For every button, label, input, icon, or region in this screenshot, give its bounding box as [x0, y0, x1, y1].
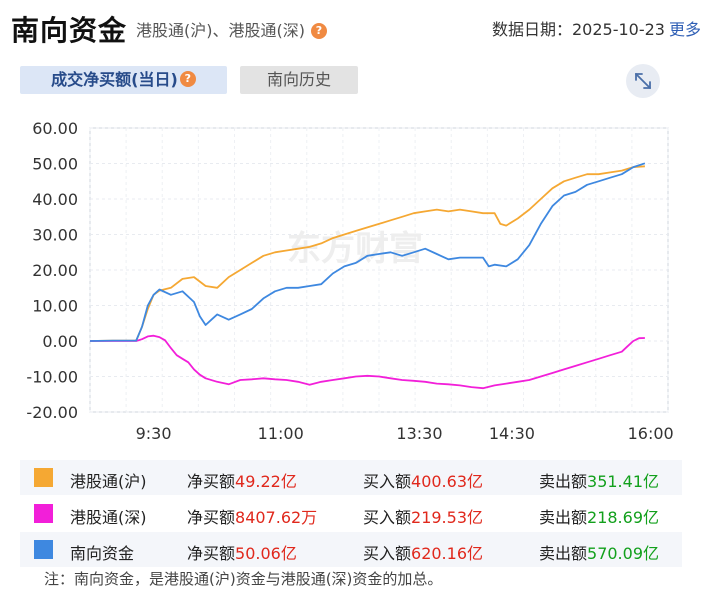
data-date: 数据日期：2025-10-23 — [491, 20, 665, 39]
southbound-flow-chart: 东方财富 60.0050.0040.0030.0020.0010.000.00-… — [26, 119, 674, 443]
more-link[interactable]: 更多 — [668, 20, 701, 39]
buy-amount: 买入额219.53亿 — [363, 504, 483, 528]
page-subtitle: 港股通(沪)、港股通(深)? — [136, 17, 327, 41]
expand-button[interactable] — [626, 64, 660, 98]
tab-net-buy-today[interactable]: 成交净买额(当日)? — [20, 66, 227, 94]
net-buy: 净买额50.06亿 — [187, 540, 297, 564]
buy-value: 219.53亿 — [411, 508, 484, 527]
legend-table: 港股通(沪) 净买额49.22亿 买入额400.63亿 卖出额351.41亿 港… — [20, 460, 682, 568]
buy-value: 400.63亿 — [411, 472, 484, 491]
y-axis-ticks: 60.00 50.00 40.00 30.00 20.00 10.00 0.00 -10.00… — [26, 119, 78, 422]
sell-label: 卖出额 — [539, 472, 588, 491]
page-title: 南向资金 — [11, 14, 128, 47]
legend-row-sh: 港股通(沪) 净买额49.22亿 买入额400.63亿 卖出额351.41亿 — [20, 460, 682, 496]
x-tick-label: 13:30 — [396, 424, 442, 443]
tab-southbound-history[interactable]: 南向历史 — [240, 66, 358, 94]
legend-swatch-sh — [34, 468, 53, 487]
series-line-2 — [89, 162, 646, 342]
y-tick-label: 0.00 — [42, 332, 78, 351]
x-tick-label: 9:30 — [136, 424, 172, 443]
y-tick-label: 20.00 — [32, 261, 78, 280]
tab-label: 成交净买额(当日) — [51, 70, 178, 89]
x-tick-label: 16:00 — [628, 424, 674, 443]
legend-row-sz: 港股通(深) 净买额8407.62万 买入额219.53亿 卖出额218.69亿 — [20, 496, 682, 532]
net-buy: 净买额8407.62万 — [187, 504, 317, 528]
subtitle-text: 港股通(沪)、港股通(深) — [136, 21, 305, 40]
series-line-1 — [90, 334, 645, 390]
series-lines — [89, 162, 646, 390]
legend-swatch-sz — [34, 504, 53, 523]
y-tick-label: 60.00 — [32, 119, 78, 138]
legend-name: 港股通(深) — [70, 508, 147, 527]
y-tick-label: -10.00 — [26, 368, 78, 387]
series-line-0 — [89, 165, 645, 342]
net-buy: 净买额49.22亿 — [187, 468, 297, 492]
net-buy-label: 净买额 — [187, 508, 236, 527]
sell-value: 351.41亿 — [587, 472, 660, 491]
sell-value: 570.09亿 — [587, 544, 660, 563]
y-tick-label: 50.00 — [32, 155, 78, 174]
legend-name: 港股通(沪) — [70, 472, 147, 491]
question-icon[interactable]: ? — [179, 70, 196, 87]
net-buy-value: 49.22亿 — [235, 472, 297, 491]
y-tick-label: 30.00 — [32, 226, 78, 245]
x-tick-label: 11:00 — [258, 424, 304, 443]
y-tick-label: 40.00 — [32, 190, 78, 209]
question-icon[interactable]: ? — [310, 22, 327, 39]
sell-amount: 卖出额570.09亿 — [539, 540, 659, 564]
net-buy-label: 净买额 — [187, 544, 236, 563]
legend-name: 南向资金 — [70, 544, 135, 563]
net-buy-value: 8407.62万 — [235, 508, 318, 527]
header: 南向资金 港股通(沪)、港股通(深)? 数据日期：2025-10-23 更多 — [0, 0, 720, 56]
buy-amount: 买入额620.16亿 — [363, 540, 483, 564]
net-buy-label: 净买额 — [187, 472, 236, 491]
footnote: 注：南向资金，是港股通(沪)资金与港股通(深)资金的加总。 — [44, 570, 443, 588]
sell-label: 卖出额 — [539, 544, 588, 563]
y-tick-label: -20.00 — [26, 403, 78, 422]
buy-amount: 买入额400.63亿 — [363, 468, 483, 492]
y-tick-label: 10.00 — [32, 297, 78, 316]
x-tick-label: 14:30 — [489, 424, 535, 443]
sell-value: 218.69亿 — [587, 508, 660, 527]
tab-label: 南向历史 — [266, 70, 331, 89]
net-buy-value: 50.06亿 — [235, 544, 297, 563]
legend-swatch-total — [34, 540, 53, 559]
buy-label: 买入额 — [363, 544, 412, 563]
sell-label: 卖出额 — [539, 508, 588, 527]
buy-label: 买入额 — [363, 472, 412, 491]
legend-row-total: 南向资金 净买额50.06亿 买入额620.16亿 卖出额570.09亿 — [20, 532, 682, 568]
x-axis-ticks: 9:30 11:00 13:30 14:30 16:00 — [136, 424, 674, 443]
buy-label: 买入额 — [363, 508, 412, 527]
chart-grid — [89, 127, 669, 413]
buy-value: 620.16亿 — [411, 544, 484, 563]
expand-icon — [635, 73, 651, 89]
sell-amount: 卖出额218.69亿 — [539, 504, 659, 528]
sell-amount: 卖出额351.41亿 — [539, 468, 659, 492]
date-area: 数据日期：2025-10-23 更多 — [492, 16, 701, 40]
